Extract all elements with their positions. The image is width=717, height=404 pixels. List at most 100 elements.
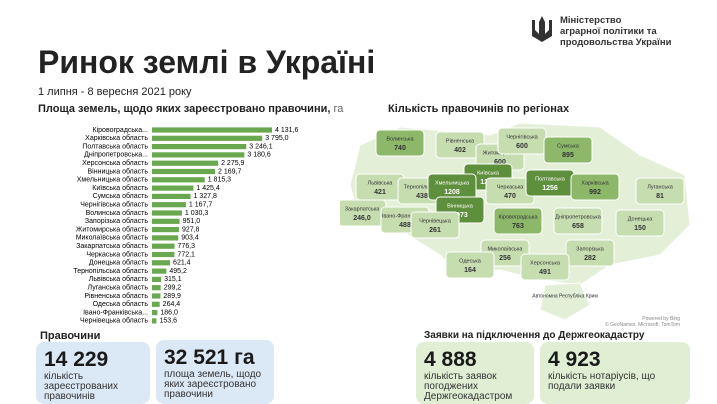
region-value: 1073 (452, 212, 468, 219)
region-value: 470 (504, 193, 516, 200)
category-label: Харківська область (85, 134, 148, 142)
stat-text: кількість заявок погоджених Держгеокадас… (424, 371, 513, 402)
bar (152, 152, 245, 158)
region-name: Миколаївська (488, 246, 524, 252)
region-name: Автономна Республіка Крим (532, 293, 598, 299)
region (493, 207, 543, 235)
ministry-line: продовольства України (560, 37, 672, 48)
value-label: 153,6 (159, 318, 177, 325)
region (355, 173, 405, 201)
value-label: 495,2 (169, 268, 187, 275)
stat-text: кількість зареєстрованих правочинів (44, 371, 118, 402)
region-value: 81 (656, 193, 664, 200)
chart-title: Площа земель, щодо яких зареєстровано пр… (38, 103, 343, 115)
region-value: 150 (634, 225, 646, 232)
value-label: 299,2 (164, 285, 182, 292)
category-label: Чернігівська область (80, 201, 148, 209)
bar (152, 243, 175, 249)
value-label: 4 131,6 (275, 127, 298, 134)
bar (152, 318, 157, 324)
region-value: 402 (454, 147, 466, 154)
value-label: 3 180,6 (247, 152, 270, 159)
region-value: 246,0 (353, 215, 371, 222)
region-value: 763 (512, 223, 524, 230)
bar (152, 293, 161, 299)
bar (152, 127, 272, 133)
bar (152, 218, 180, 224)
stat-text: площа земель, щодо яких зареєстровано пр… (164, 369, 262, 400)
logo (532, 16, 552, 42)
region (427, 173, 477, 201)
region-name: Чернівецька (419, 218, 452, 224)
region-value: 282 (584, 255, 596, 262)
bar (152, 301, 160, 307)
stat-number: 4 923 (548, 348, 601, 371)
category-label: Закарпатська область (76, 242, 148, 250)
region (565, 239, 615, 267)
category-label: Вінницька область (88, 167, 149, 175)
region (525, 169, 575, 197)
region-value: 1256 (542, 185, 558, 192)
bar (152, 251, 175, 258)
category-label: Донецька область (89, 259, 148, 267)
value-label: 1 815,3 (208, 177, 231, 184)
bar (152, 160, 219, 166)
value-label: 315,1 (164, 276, 182, 283)
ministry-line: аграрної політики та (560, 26, 657, 37)
value-label: 903,4 (181, 235, 199, 242)
region-name: Львівська (368, 180, 394, 186)
category-label: Рівненська область (84, 292, 148, 300)
region-value: 491 (539, 269, 551, 276)
bar (152, 144, 247, 150)
region-name: Івано-Франківська (382, 213, 429, 219)
region-value: 488 (399, 222, 411, 229)
region-name: Донецька (628, 216, 653, 222)
category-label: Дніпропетровська... (84, 151, 148, 159)
category-label: Полтавська область (82, 142, 148, 150)
region-value: 164 (464, 267, 476, 274)
region-name: Вінницька (447, 203, 474, 209)
category-label: Волинська область (86, 209, 149, 217)
value-label: 3 246,1 (249, 143, 272, 150)
bar (152, 235, 179, 241)
stat-number: 14 229 (44, 348, 109, 371)
region-value: 256 (499, 255, 511, 262)
category-label: Чернівецька область (80, 317, 148, 325)
region (410, 211, 460, 239)
stat-card: 14 229 кількість зареєстрованих правочині… (36, 342, 150, 404)
region (497, 127, 547, 155)
bar (152, 276, 162, 282)
region-name: Запорізька (576, 246, 605, 252)
value-label: 1 327,8 (194, 193, 217, 200)
map: Волинська740Рівненська402Житомирська600К… (340, 122, 691, 321)
region (543, 136, 593, 164)
region-name: Сумська (557, 143, 580, 149)
chart-title-text: Площа земель, щодо яких зареєстровано пр… (38, 103, 331, 115)
category-label: Івано-Франківська... (83, 308, 148, 316)
region-value: 895 (562, 152, 574, 159)
stat-number: 4 888 (424, 348, 477, 371)
category-label: Запорізька область (85, 217, 148, 225)
stat-card: 4 888 кількість заявок погоджених Держгео… (416, 342, 534, 404)
bar (152, 285, 161, 291)
region-value: 658 (572, 223, 584, 230)
stat-text: кількість нотаріусів, що подали заявки (548, 371, 656, 392)
value-label: 1 167,7 (189, 202, 212, 209)
region (635, 177, 685, 205)
value-label: 289,9 (163, 293, 181, 300)
region-value: 261 (429, 227, 441, 234)
value-label: 772,1 (177, 251, 195, 258)
bar (152, 268, 167, 274)
stats-title: Правочини (40, 330, 101, 342)
subtitle: 1 липня - 8 вересня 2021 року (38, 86, 192, 98)
chart-unit: га (333, 103, 344, 115)
ministry: Міністерство аграрної політики та продовол… (560, 15, 671, 48)
category-label: Луганська область (88, 284, 149, 292)
bar (152, 310, 158, 316)
region (520, 253, 570, 281)
bar (152, 168, 216, 175)
bar (152, 177, 205, 183)
category-label: Херсонська область (82, 159, 148, 167)
value-label: 1 425,4 (196, 185, 219, 192)
